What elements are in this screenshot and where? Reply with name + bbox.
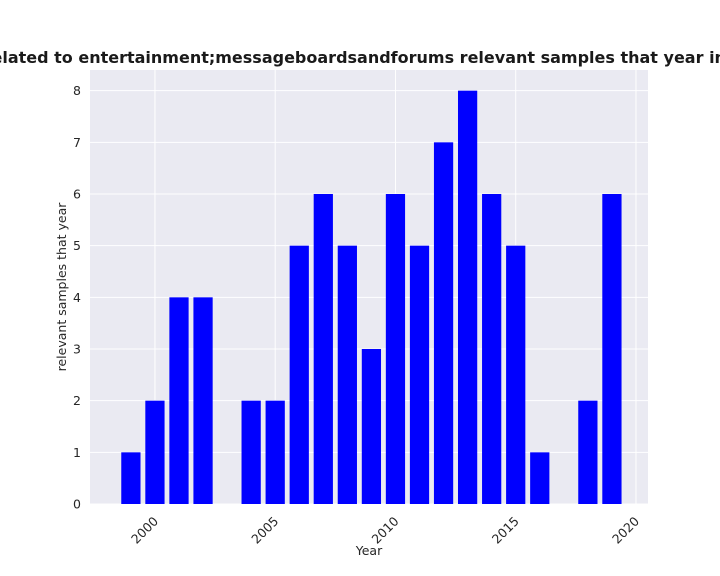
x-tick-label: 2000	[128, 513, 161, 546]
bar-1999	[121, 452, 141, 504]
y-tick-label: 5	[73, 238, 81, 253]
bar-2004	[241, 400, 261, 504]
y-tick-label: 2	[73, 393, 81, 408]
y-tick-labels: 0 1 2 3 4 5 6 7 8	[73, 83, 81, 511]
y-tick-label: 8	[73, 83, 81, 98]
bar-2019	[602, 194, 622, 504]
bar-2011	[409, 245, 430, 504]
chart-title: es are related to entertainment;messageb…	[0, 48, 720, 67]
y-tick-label: 7	[73, 135, 81, 150]
bar-2015	[506, 245, 526, 504]
bar-2002	[193, 297, 213, 504]
bar-2012	[433, 142, 454, 505]
y-tick-label: 0	[73, 497, 81, 512]
y-tick-label: 6	[73, 187, 81, 202]
y-tick-label: 1	[73, 445, 81, 460]
x-tick-labels: 2000 2005 2010 2015 2020	[128, 513, 642, 546]
bar-2008	[337, 245, 357, 504]
y-axis-label: relevant samples that year	[54, 202, 69, 372]
bar-2000	[145, 400, 165, 504]
x-tick-label: 2015	[489, 514, 522, 547]
bar-2014	[482, 194, 502, 504]
bar-2007	[313, 194, 333, 504]
y-tick-label: 4	[73, 290, 81, 305]
bar-2005	[265, 400, 285, 504]
x-tick-label: 2005	[248, 514, 281, 547]
x-tick-label: 2010	[368, 513, 401, 546]
bar-2001	[169, 297, 189, 504]
bars	[121, 90, 622, 505]
bar-2006	[289, 245, 309, 504]
x-axis-label: Year	[355, 543, 383, 558]
bar-2018	[578, 400, 598, 504]
bar-2013	[457, 90, 478, 505]
x-tick-label: 2020	[609, 513, 642, 546]
bar-2010	[385, 194, 406, 504]
bar-2009	[361, 349, 382, 504]
bar-2016	[530, 452, 550, 504]
y-tick-label: 3	[73, 342, 81, 357]
